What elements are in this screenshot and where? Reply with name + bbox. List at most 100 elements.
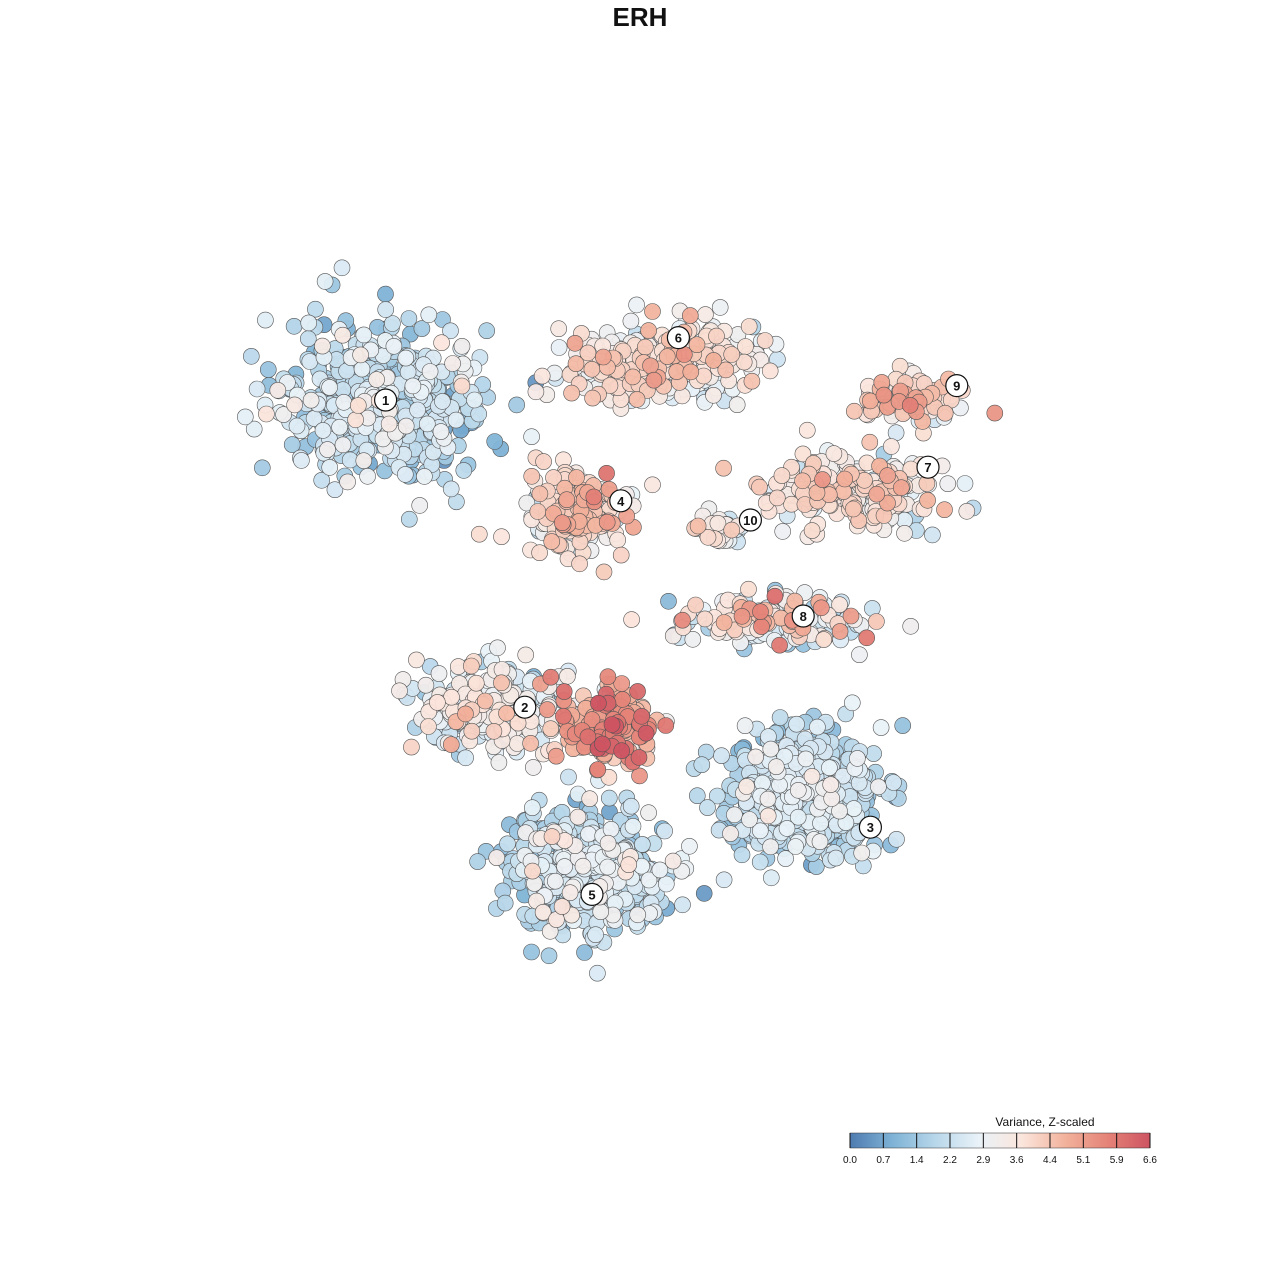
- cell-point: [642, 357, 659, 375]
- cell-point: [411, 497, 429, 514]
- cell-point: [759, 790, 777, 808]
- legend-tick-label: 5.9: [1110, 1155, 1124, 1166]
- cell-point: [259, 361, 277, 378]
- cell-point: [248, 380, 266, 398]
- cell-point: [508, 396, 526, 414]
- cell-point: [762, 740, 780, 758]
- cell-point: [453, 377, 471, 395]
- cell-point: [645, 371, 663, 389]
- cell-point: [404, 377, 422, 395]
- cell-point: [335, 393, 353, 411]
- cell-point: [403, 738, 420, 756]
- cell-point: [751, 822, 769, 840]
- legend-svg: Variance, Z-scaled 0.0 0.7 1.4 2.2 2.9 3.6 4.4…: [843, 1115, 1157, 1166]
- cell-point: [794, 472, 811, 490]
- cell-point: [416, 468, 433, 485]
- cell-point: [581, 790, 599, 808]
- cell-point: [430, 665, 448, 682]
- cell-point: [865, 745, 882, 762]
- cell-point: [715, 459, 732, 477]
- cluster-labels-layer: 1 6 9 4 10 7 8 2 3 5: [374, 326, 969, 907]
- cell-point: [355, 452, 373, 470]
- cell-point: [559, 667, 576, 685]
- cell-point: [882, 438, 900, 455]
- cluster-label-3: 3: [858, 815, 883, 839]
- cell-point: [488, 849, 506, 867]
- cell-point: [568, 469, 585, 486]
- cell-point: [631, 767, 648, 785]
- cell-point: [885, 774, 902, 791]
- cell-point: [814, 471, 831, 488]
- cell-point: [761, 362, 779, 380]
- cluster-label-10: 10: [738, 508, 763, 532]
- cell-point: [711, 299, 729, 316]
- cluster-label-1: 1: [374, 388, 398, 412]
- cell-point: [331, 418, 348, 436]
- cell-point: [314, 337, 331, 355]
- legend-tick-label: 0.0: [843, 1155, 857, 1166]
- cell-point: [542, 720, 560, 738]
- cell-point: [333, 259, 351, 277]
- cell-point: [397, 349, 415, 367]
- cell-point: [467, 674, 485, 692]
- cell-point: [771, 636, 788, 654]
- cell-point: [592, 903, 610, 921]
- cluster-label-9: 9: [945, 374, 969, 398]
- cell-point: [713, 747, 730, 765]
- cell-point: [623, 611, 640, 628]
- cell-point: [589, 964, 606, 982]
- cell-point: [567, 355, 585, 373]
- cell-point: [628, 296, 645, 314]
- cell-point: [409, 401, 426, 419]
- cell-point: [766, 587, 784, 605]
- cell-point: [794, 445, 812, 463]
- cell-point: [321, 459, 339, 476]
- cell-point: [861, 433, 879, 451]
- cell-point: [644, 303, 661, 320]
- cell-point: [636, 338, 654, 356]
- svg-text:6: 6: [675, 331, 682, 346]
- cell-point: [656, 822, 673, 840]
- cell-point: [660, 592, 677, 610]
- svg-text:9: 9: [953, 379, 960, 394]
- cell-point: [288, 417, 306, 435]
- cell-point: [768, 489, 786, 507]
- cell-point: [314, 422, 332, 439]
- cell-point: [936, 501, 953, 519]
- cell-point: [868, 485, 886, 503]
- cell-point: [339, 473, 356, 491]
- cell-point: [589, 761, 607, 778]
- cell-point: [538, 701, 556, 718]
- cell-point: [529, 503, 547, 520]
- cell-point: [555, 683, 573, 700]
- cell-point: [896, 524, 913, 542]
- cluster-label-5: 5: [580, 882, 604, 907]
- cell-point: [553, 898, 571, 915]
- svg-text:4: 4: [617, 494, 625, 509]
- cell-point: [563, 384, 580, 402]
- cell-point: [689, 517, 707, 535]
- cell-point: [875, 386, 893, 404]
- cell-point: [753, 618, 770, 635]
- cell-point: [579, 728, 597, 746]
- cell-point: [443, 688, 460, 706]
- cell-point: [253, 459, 271, 477]
- cell-point: [688, 336, 706, 354]
- svg-text:3: 3: [867, 820, 874, 835]
- cell-point: [827, 849, 845, 867]
- cell-point: [349, 397, 367, 414]
- cell-point: [524, 862, 541, 880]
- cell-point: [583, 711, 601, 728]
- cell-point: [432, 423, 450, 440]
- cell-point: [715, 871, 733, 889]
- cell-point: [470, 405, 488, 423]
- cell-point: [543, 828, 561, 845]
- cell-point: [708, 327, 725, 345]
- cell-point: [496, 894, 514, 912]
- svg-text:2: 2: [521, 700, 528, 715]
- cell-point: [762, 869, 780, 887]
- cell-point: [474, 376, 492, 393]
- cell-point: [540, 947, 558, 965]
- cell-point: [598, 513, 616, 531]
